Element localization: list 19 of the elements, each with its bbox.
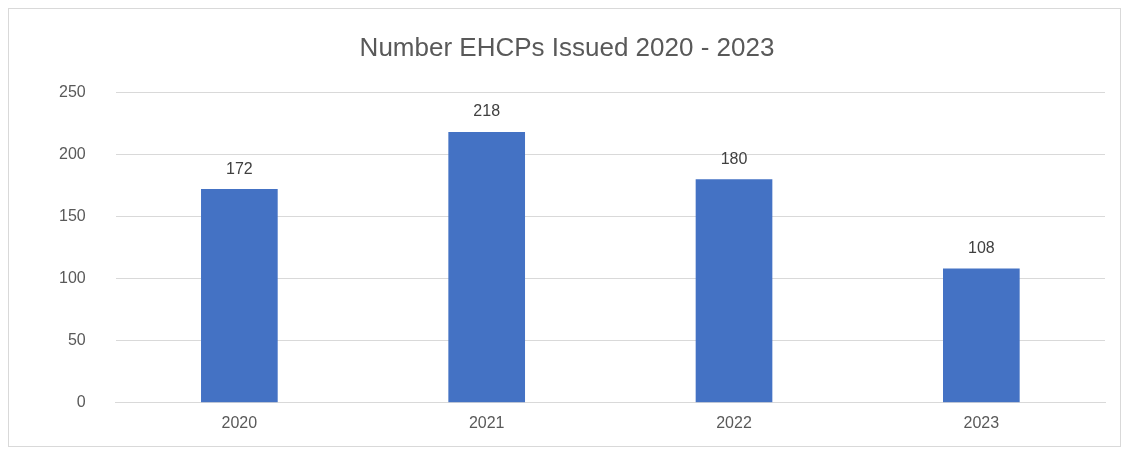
y-tick-label: 250 [58,82,86,100]
x-tick-label: 2022 [716,413,752,431]
y-tick-label: 50 [67,331,86,349]
bar [943,268,1020,403]
y-tick-label: 0 [76,393,86,411]
y-tick-label: 150 [58,206,86,224]
data-label: 180 [720,149,748,167]
x-tick-label: 2020 [221,413,258,431]
y-tick-label: 100 [58,268,86,286]
bar [448,131,526,403]
bar [695,179,773,403]
y-tick-label: 200 [58,144,86,162]
bar [201,189,278,403]
data-label: 172 [226,159,253,177]
data-label: 108 [967,239,995,257]
data-label: 218 [473,102,501,120]
x-tick-label: 2023 [963,413,1000,431]
chart-title: Number EHCPs Issued 2020 - 2023 [359,31,775,62]
x-tick-label: 2021 [468,413,505,431]
